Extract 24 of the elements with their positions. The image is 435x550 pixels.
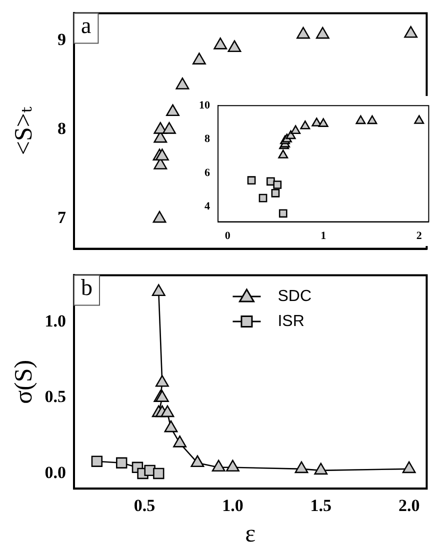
legend-label: SDC (278, 288, 312, 305)
y-tick-label: 0.5 (44, 387, 66, 406)
y-tick-label: 8 (204, 133, 210, 146)
y-axis-title: σ(S) (10, 360, 38, 404)
y-tick-label: 0.0 (44, 462, 66, 482)
annotation: b (81, 275, 92, 300)
x-tick-label: 2.0 (398, 496, 420, 516)
x-tick-label: 1.0 (222, 496, 244, 516)
x-tick-label: 0.5 (134, 496, 156, 516)
legend-label: ISR (278, 312, 304, 330)
x-tick-label: 2 (416, 230, 422, 242)
y-tick-label: 1.0 (44, 312, 66, 331)
y-tick-label: 7 (58, 208, 66, 227)
x-tick-label: 1 (320, 230, 326, 242)
x-tick-label: 0 (224, 230, 231, 242)
y-tick-label: 10 (199, 99, 210, 112)
y-tick-label: 8 (58, 119, 66, 138)
annotation: a (81, 13, 92, 38)
y-axis-title: <S>ₜ (10, 106, 38, 156)
y-tick-label: 9 (58, 30, 66, 50)
x-axis-title: ε (245, 520, 256, 548)
y-tick-label: 6 (204, 166, 210, 179)
y-tick-label: 4 (204, 200, 210, 212)
x-tick-label: 1.5 (310, 496, 332, 516)
